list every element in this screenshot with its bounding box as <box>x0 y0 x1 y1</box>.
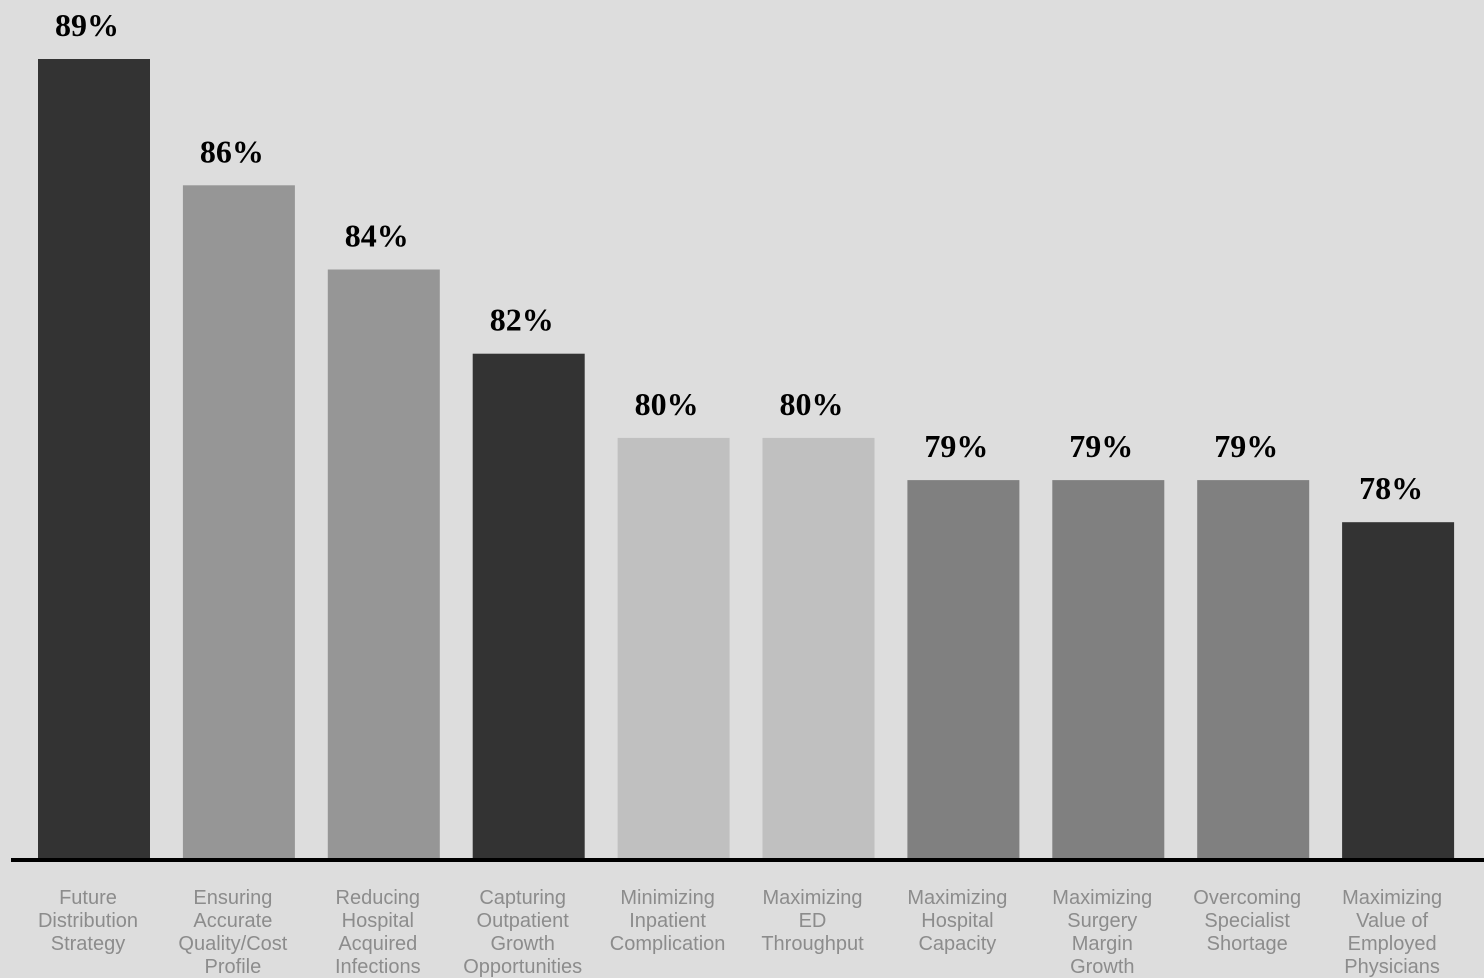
data-label-3: 84% <box>345 218 409 254</box>
category-label-4: Capturing Outpatient Growth Opportunities <box>463 887 582 978</box>
bar-2 <box>182 185 295 860</box>
data-label-2: 86% <box>200 133 264 169</box>
bar-9 <box>1197 480 1310 859</box>
bar-3 <box>327 269 440 859</box>
x-axis-line <box>11 858 1484 862</box>
bar-7 <box>907 480 1020 859</box>
data-label-9: 79% <box>1214 428 1278 464</box>
data-label-4: 82% <box>490 302 554 338</box>
category-label-2: Ensuring Accurate Quality/Cost Profile <box>178 887 287 978</box>
data-label-10: 78% <box>1359 470 1423 506</box>
category-label-9: Overcoming Specialist Shortage <box>1193 887 1301 955</box>
category-label-5: Minimizing Inpatient Complication <box>610 887 726 955</box>
category-label-7: Maximizing Hospital Capacity <box>907 887 1007 955</box>
bar-5 <box>617 437 730 859</box>
category-label-1: Future Distribution Strategy <box>38 887 138 955</box>
bar-10 <box>1342 522 1455 859</box>
data-label-7: 79% <box>924 428 988 464</box>
category-label-3: Reducing Hospital Acquired Infections <box>335 887 421 978</box>
data-label-6: 80% <box>780 386 844 422</box>
data-label-5: 80% <box>635 386 699 422</box>
data-label-1: 89% <box>55 7 119 43</box>
category-label-10: Maximizing Value of Employed Physicians <box>1342 887 1442 978</box>
category-label-6: Maximizing ED Throughput <box>761 887 864 955</box>
bar-8 <box>1052 480 1165 859</box>
bar-4 <box>472 353 585 859</box>
bar-6 <box>762 437 875 859</box>
data-label-8: 79% <box>1069 428 1133 464</box>
bar-1 <box>38 59 150 859</box>
category-label-8: Maximizing Surgery Margin Growth <box>1052 887 1152 978</box>
